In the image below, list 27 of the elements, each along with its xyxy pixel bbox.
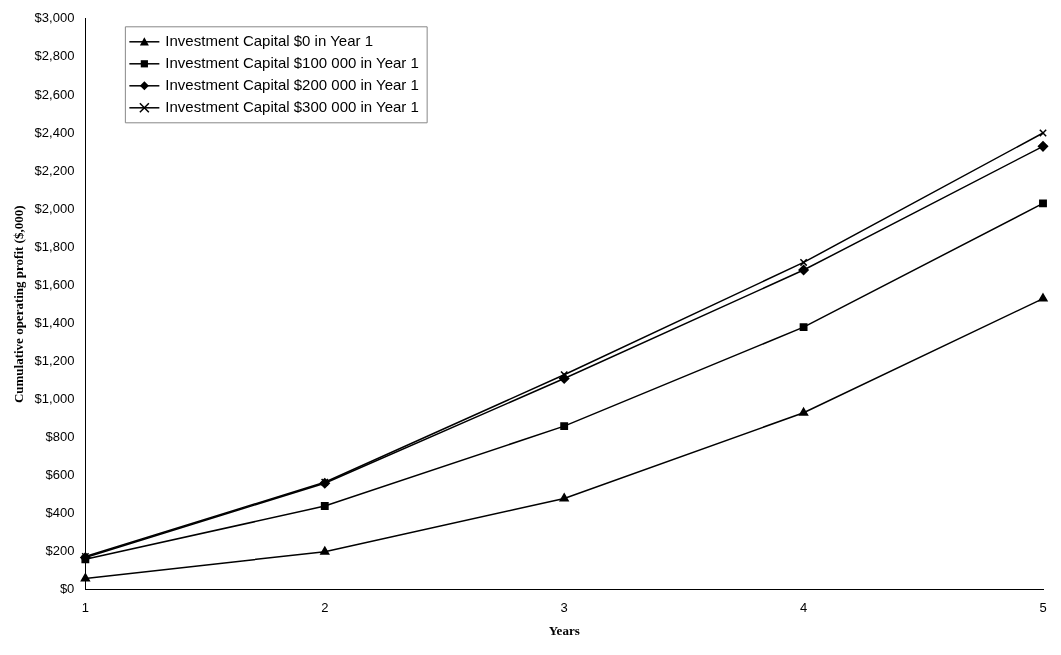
y-tick-label: $2,800 xyxy=(34,48,75,64)
x-tick-label: 5 xyxy=(1039,600,1047,616)
y-tick-label: $200 xyxy=(45,543,75,559)
y-axis-title: Cumulative operating profit ($,000) xyxy=(11,205,27,404)
y-tick-label: $800 xyxy=(45,429,75,445)
y-tick-label: $3,000 xyxy=(34,10,75,26)
y-tick-label: $2,400 xyxy=(34,124,75,140)
y-tick-label: $2,000 xyxy=(34,200,75,216)
legend-label: Investment Capital $0 in Year 1 xyxy=(165,31,373,49)
legend-label: Investment Capital $200 000 in Year 1 xyxy=(165,75,419,93)
y-tick-label: $1,200 xyxy=(34,352,75,368)
x-axis-title: Years xyxy=(548,622,580,638)
x-tick-label: 1 xyxy=(81,600,89,616)
y-tick-label: $1,600 xyxy=(34,276,75,292)
x-tick-label: 3 xyxy=(560,600,568,616)
x-tick-label: 2 xyxy=(321,600,329,616)
x-tick-label: 4 xyxy=(799,600,808,616)
legend-label: Investment Capital $300 000 in Year 1 xyxy=(165,97,419,115)
y-tick-label: $1,800 xyxy=(34,238,75,254)
legend-label: Investment Capital $100 000 in Year 1 xyxy=(165,53,419,71)
y-tick-label: $400 xyxy=(45,505,75,521)
y-tick-label: $2,200 xyxy=(34,162,75,178)
y-tick-label: $0 xyxy=(59,581,75,597)
y-tick-label: $1,000 xyxy=(34,391,75,407)
y-tick-label: $600 xyxy=(45,467,75,483)
y-tick-label: $2,600 xyxy=(34,86,75,102)
y-tick-label: $1,400 xyxy=(34,314,75,330)
